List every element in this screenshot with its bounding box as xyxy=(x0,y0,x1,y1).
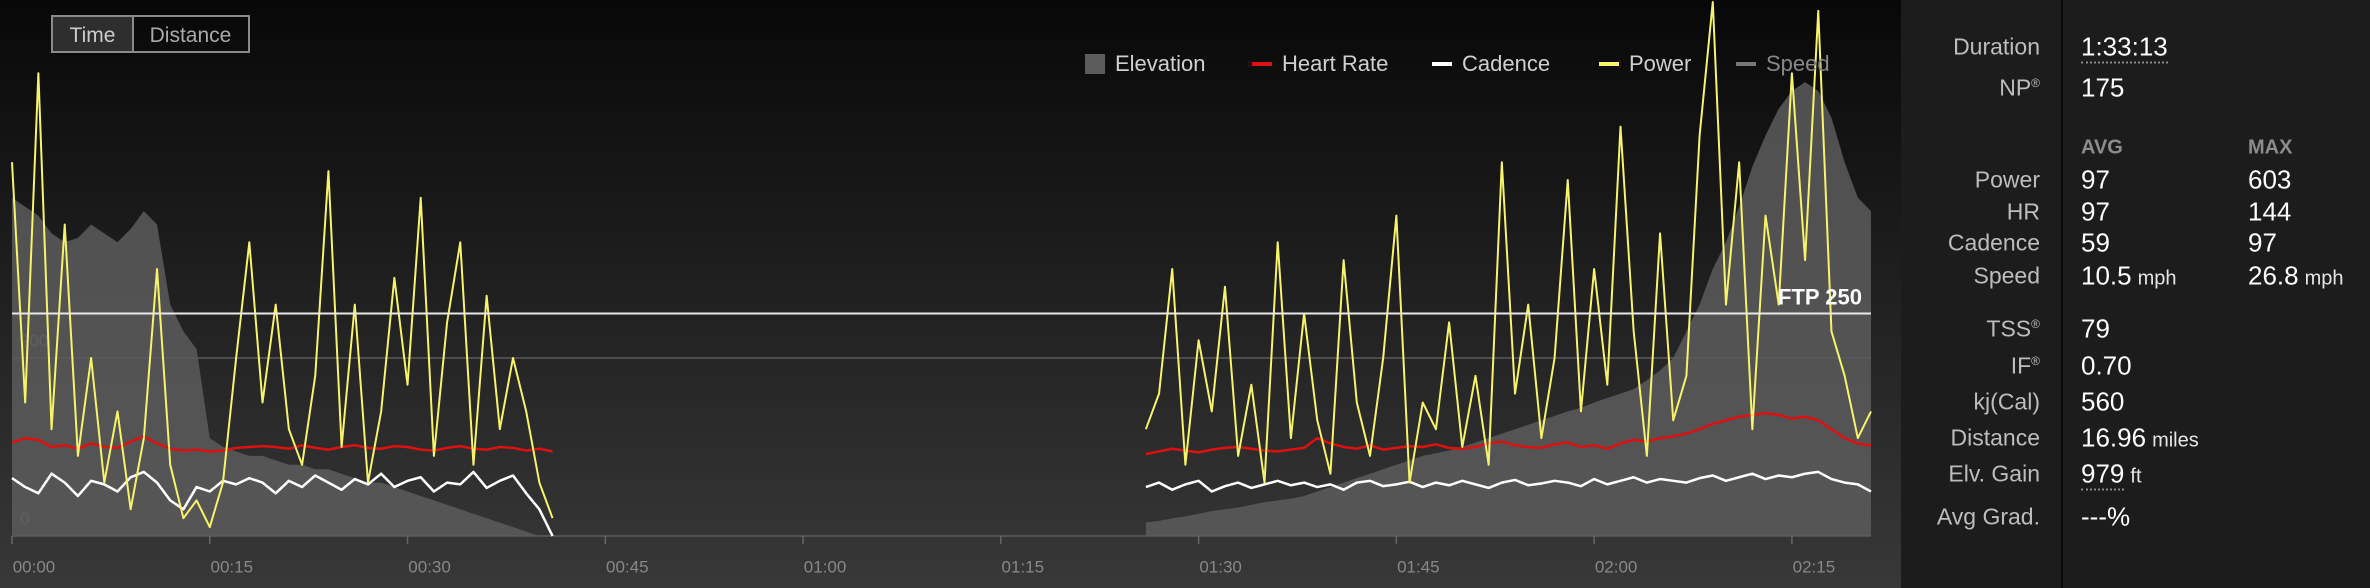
stat-value: ---% xyxy=(2081,502,2130,533)
column-header-text: MAX xyxy=(2248,136,2293,159)
stat-value-text: 97 xyxy=(2081,164,2110,195)
power-line xyxy=(11,1,1872,529)
toggle-button[interactable]: Time xyxy=(51,15,134,53)
stat-label: Elv. Gain xyxy=(1948,461,2040,488)
stat-label-text: NP xyxy=(1999,74,2032,101)
legend-label: Cadence xyxy=(1462,51,1550,76)
stat-value: 0.70 xyxy=(2081,351,2132,382)
stat-label-text: Power xyxy=(1974,166,2040,193)
stat-label-text: Duration xyxy=(1953,33,2040,60)
legend-label: Speed xyxy=(1766,51,1830,76)
chart: 020000:0000:1500:3000:4501:0001:1501:300… xyxy=(0,0,1901,588)
stat-value-text: 175 xyxy=(2081,72,2125,103)
stat-label-text: IF xyxy=(2010,352,2032,379)
toggle-button[interactable]: Distance xyxy=(132,15,250,53)
legend-label: Heart Rate xyxy=(1282,51,1388,76)
stat-value-text: 10.5 xyxy=(2081,260,2132,291)
stat-label: Power xyxy=(1975,167,2040,194)
stat-value: 97 xyxy=(2081,165,2110,196)
stat-value: 560 xyxy=(2081,387,2124,418)
x-tick-label: 00:15 xyxy=(210,557,253,576)
stat-label: NP® xyxy=(1999,75,2040,102)
stat-value: 97 xyxy=(2248,228,2277,259)
stat-value: 144 xyxy=(2248,197,2291,228)
x-tick-label: 01:00 xyxy=(804,557,847,576)
stat-label: TSS® xyxy=(1986,316,2040,343)
stat-label-text: HR xyxy=(2006,198,2040,225)
stat-value-text: 1:33:13 xyxy=(2081,31,2168,64)
stat-value: 79 xyxy=(2081,314,2110,345)
stat-value-text: 603 xyxy=(2248,164,2292,195)
stat-value-text: 16.96 xyxy=(2081,422,2147,453)
cadence-line xyxy=(11,470,1872,537)
stat-label: Duration xyxy=(1953,34,2040,61)
stat-value: 1:33:13 xyxy=(2081,31,2168,64)
legend-swatch xyxy=(1085,54,1105,74)
x-tick-label: 00:45 xyxy=(606,557,649,576)
stat-label-text: Avg Grad. xyxy=(1936,503,2040,530)
stat-label: kj(Cal) xyxy=(1974,389,2040,416)
stat-value: 10.5 mph xyxy=(2081,261,2177,292)
stat-label-text: TSS xyxy=(1986,315,2032,342)
stat-label-text: kj(Cal) xyxy=(1973,388,2040,415)
stat-label: Avg Grad. xyxy=(1937,504,2040,531)
stat-label: Distance xyxy=(1951,425,2040,452)
x-tick-label: 02:00 xyxy=(1595,557,1638,576)
stat-value-text: 26.8 xyxy=(2248,260,2299,291)
registered-mark: ® xyxy=(2031,316,2040,331)
column-header: MAX xyxy=(2248,137,2292,160)
stat-value: 97 xyxy=(2081,197,2110,228)
stat-unit: miles xyxy=(2152,429,2199,452)
stat-label: HR xyxy=(2007,199,2040,226)
registered-mark: ® xyxy=(2031,353,2040,368)
stat-label: Cadence xyxy=(1948,230,2040,257)
stat-value-text: 560 xyxy=(2081,386,2125,417)
column-header-text: AVG xyxy=(2081,136,2123,159)
stat-value-text: 59 xyxy=(2081,227,2110,258)
summary-panel: Duration 1:33:13 NP® 175 AVG MAX Power 97 603 HR 9… xyxy=(1901,0,2370,588)
column-header: AVG xyxy=(2081,137,2123,160)
stat-value-text: 97 xyxy=(2248,227,2277,258)
stat-value-text: 79 xyxy=(2081,313,2110,344)
legend-label: Power xyxy=(1629,51,1691,76)
stat-label-text: Speed xyxy=(1973,262,2040,289)
stat-label: Speed xyxy=(1973,263,2040,290)
stat-value-text: 0.70 xyxy=(2081,350,2132,381)
stat-label-text: Distance xyxy=(1950,424,2040,451)
stat-label-text: Elv. Gain xyxy=(1948,460,2040,487)
stat-value: 175 xyxy=(2081,73,2124,104)
stat-value-text: 97 xyxy=(2081,196,2110,227)
x-tick-label: 00:30 xyxy=(408,557,451,576)
panel-divider xyxy=(2061,0,2063,588)
stat-value: 603 xyxy=(2248,165,2291,196)
stat-value: 26.8 mph xyxy=(2248,261,2344,292)
elevation-area xyxy=(12,82,1871,536)
x-tick-label: 01:30 xyxy=(1199,557,1242,576)
stat-value: 59 xyxy=(2081,228,2110,259)
ftp-label: FTP 250 xyxy=(1778,284,1862,309)
stat-label-text: Cadence xyxy=(1947,229,2040,256)
stat-value-text: 979 xyxy=(2081,458,2125,491)
stat-value: 16.96 miles xyxy=(2081,423,2199,454)
x-tick-label: 02:15 xyxy=(1793,557,1836,576)
x-tick-label: 01:45 xyxy=(1397,557,1440,576)
stat-value-text: ---% xyxy=(2081,501,2131,532)
stat-value-text: 144 xyxy=(2248,196,2292,227)
stat-value: 979 ft xyxy=(2081,458,2142,491)
stat-label: IF® xyxy=(2011,353,2040,380)
registered-mark: ® xyxy=(2031,75,2040,90)
x-tick-label: 00:00 xyxy=(13,557,56,576)
stat-unit: ft xyxy=(2130,465,2142,488)
stat-unit: mph xyxy=(2137,267,2177,290)
x-tick-label: 01:15 xyxy=(1002,557,1045,576)
legend-label: Elevation xyxy=(1115,51,1206,76)
stat-unit: mph xyxy=(2304,267,2344,290)
